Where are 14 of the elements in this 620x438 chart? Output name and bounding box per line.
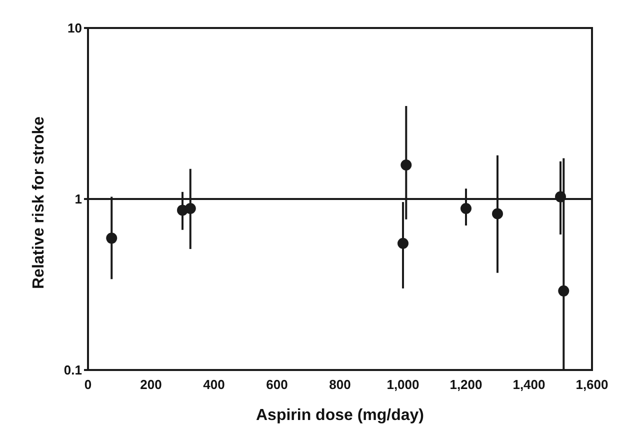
x-tick-label: 1,600 bbox=[576, 377, 608, 392]
x-tick-label: 1,400 bbox=[512, 377, 546, 392]
x-tick-label: 1,200 bbox=[450, 377, 482, 392]
x-tick-label: 200 bbox=[140, 377, 162, 392]
y-tick-label: 0.1 bbox=[64, 362, 82, 378]
y-tick-label: 1 bbox=[74, 192, 82, 207]
x-tick-label: 400 bbox=[203, 377, 225, 392]
y-tick-label: 10 bbox=[68, 20, 82, 36]
x-tick-label: 0 bbox=[84, 377, 92, 392]
x-axis-title: Aspirin dose (mg/day) bbox=[256, 407, 424, 424]
x-tick-label: 600 bbox=[266, 377, 288, 392]
x-tick-label: 800 bbox=[329, 377, 351, 392]
x-tick-label: 1,000 bbox=[386, 377, 420, 392]
y-axis-title: Relative risk for stroke bbox=[30, 116, 48, 289]
